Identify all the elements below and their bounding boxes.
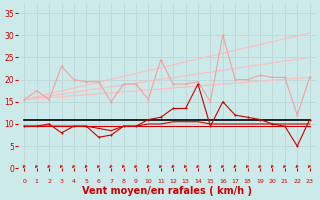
X-axis label: Vent moyen/en rafales ( km/h ): Vent moyen/en rafales ( km/h ) (82, 186, 252, 196)
